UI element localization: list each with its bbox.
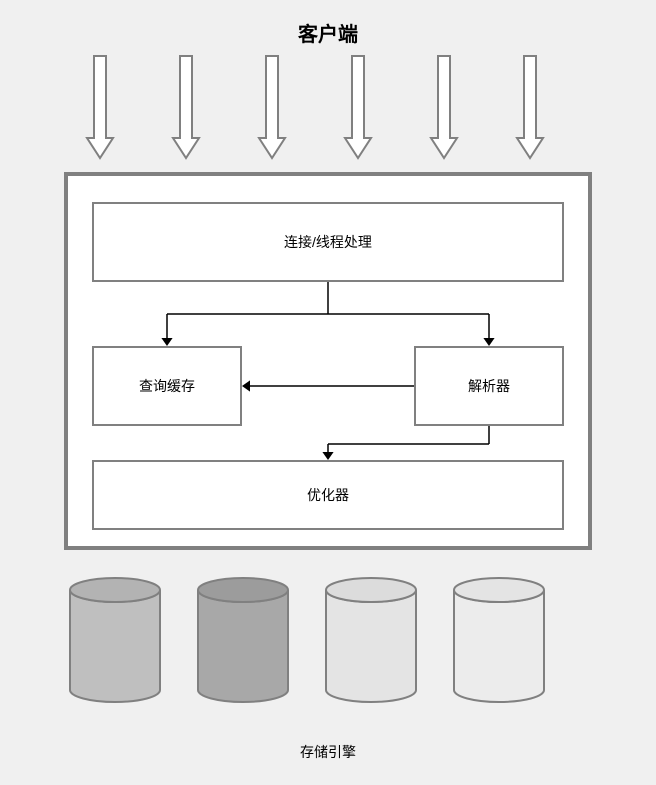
label-parser: 解析器 (468, 376, 510, 396)
box-query-cache: 查询缓存 (92, 346, 242, 426)
label-connection: 连接/线程处理 (284, 232, 372, 252)
title-storage-engine: 存储引擎 (258, 742, 398, 762)
box-connection-thread: 连接/线程处理 (92, 202, 564, 282)
title-client: 客户端 (258, 18, 398, 47)
box-parser: 解析器 (414, 346, 564, 426)
label-optimizer: 优化器 (307, 485, 349, 505)
box-optimizer: 优化器 (92, 460, 564, 530)
label-cache: 查询缓存 (139, 376, 195, 396)
